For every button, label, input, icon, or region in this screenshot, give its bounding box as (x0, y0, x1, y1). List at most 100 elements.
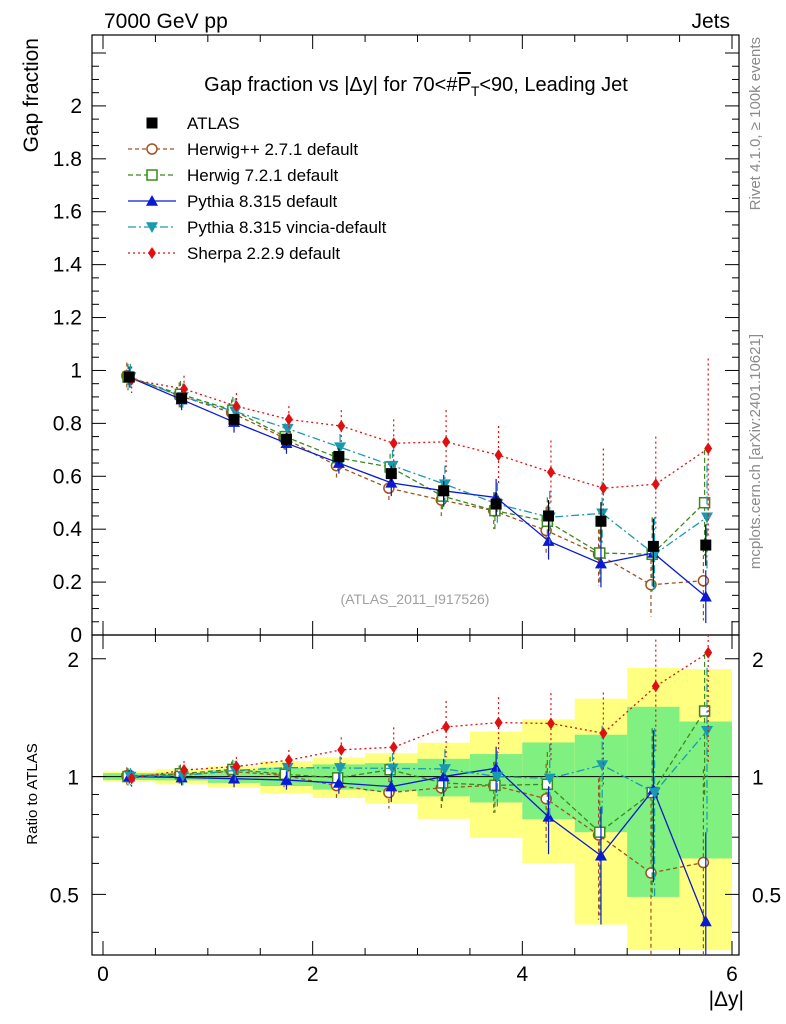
data-point (494, 449, 503, 462)
y-tick-label: 0.2 (53, 571, 82, 594)
legend-label: Herwig++ 2.7.1 default (187, 140, 358, 159)
x-tick-label: 6 (726, 963, 738, 986)
data-point (704, 442, 713, 455)
ratio-data-point (700, 726, 713, 737)
data-point (599, 482, 608, 495)
series-line (131, 379, 709, 489)
data-point (284, 413, 293, 426)
legend: ATLAS Herwig++ 2.7.1 default Herwig 7.2.1 … (128, 114, 387, 263)
ratio-data-point (180, 764, 189, 777)
data-point (651, 478, 660, 491)
legend-marker (146, 143, 158, 155)
ratio-y-tick-label-right: 1 (752, 767, 764, 790)
ratio-data-point (334, 763, 347, 774)
ratio-y-tick-label: 2 (67, 649, 79, 672)
ratio-data-point (494, 716, 503, 729)
legend-label: ATLAS (187, 114, 240, 133)
ratio-data-point (437, 770, 450, 782)
legend-entry: Herwig++ 2.7.1 default (128, 140, 358, 159)
ratio-data-point (651, 680, 660, 693)
chart-title-prefix: Gap fraction vs |Δy| for 70<# (204, 74, 458, 96)
ratio-data-point (281, 762, 294, 774)
legend-entry: Pythia 8.315 default (128, 192, 338, 211)
ratio-data-point (699, 915, 712, 927)
data-point (546, 466, 555, 479)
ratio-data-point (697, 856, 710, 869)
ratio-data-point (489, 779, 501, 792)
legend-entry: Herwig 7.2.1 default (128, 166, 338, 185)
x-tick-label: 2 (307, 963, 319, 986)
ratio-panel-frame (91, 634, 740, 956)
y-tick-label: 0 (70, 624, 82, 647)
data-point-atlas (438, 485, 450, 497)
y-tick-label: 0.8 (53, 412, 82, 435)
data-point (594, 547, 606, 559)
ratio-data-point (698, 705, 711, 717)
data-point-atlas (385, 468, 397, 480)
ratio-data-point (389, 741, 398, 754)
ratio-data-point (438, 764, 451, 775)
legend-entry: Pythia 8.315 vincia-default (128, 218, 387, 237)
legend-marker (146, 117, 158, 129)
ratio-data-point (546, 717, 555, 730)
ratio-data-point (337, 743, 346, 756)
ratio-data-point (385, 780, 398, 792)
side-label-mcplots: mcplots.cern.ch [arXiv:2401.10621] (747, 334, 764, 569)
data-point-atlas (647, 540, 659, 552)
legend-label: Pythia 8.315 default (187, 192, 338, 211)
ratio-series-line (130, 730, 708, 794)
chart-title-psub: T (471, 83, 480, 99)
legend-marker (148, 247, 156, 259)
chart-title-suffix: <90, Leading Jet (479, 74, 628, 96)
series-line (127, 376, 706, 555)
ratio-y-tick-label: 1 (67, 767, 79, 790)
x-tick-label: 0 (97, 963, 109, 986)
series-sherpa-2-2-9-default (127, 358, 713, 788)
header-right: Jets (691, 10, 730, 33)
data-point-atlas (700, 539, 712, 551)
data-point (700, 512, 713, 524)
data-point-atlas (543, 510, 555, 522)
data-point (648, 549, 661, 561)
header-left: 7000 GeV pp (104, 10, 228, 33)
data-point (438, 479, 451, 491)
ratio-data-point (594, 849, 607, 861)
ratio-data-point (704, 646, 713, 659)
ratio-data-point (228, 772, 241, 784)
data-point (386, 460, 399, 472)
data-point-atlas (123, 371, 135, 383)
x-tick-label: 4 (516, 963, 528, 986)
y-tick-label: 1 (70, 359, 82, 382)
data-point (281, 423, 294, 435)
ratio-data-point (176, 770, 189, 782)
ratio-data-point (386, 763, 399, 775)
ratio-data-point (542, 810, 555, 822)
y-tick-label: 1.6 (53, 201, 82, 224)
legend-label: Pythia 8.315 vincia-default (187, 218, 387, 237)
ratio-y-tick-label: 0.5 (50, 884, 79, 907)
ratio-series-line (131, 652, 709, 779)
ratio-data-point (284, 754, 293, 767)
ratio-y-tick-label-right: 2 (752, 649, 764, 672)
series-layer (121, 358, 713, 955)
data-point (697, 575, 710, 587)
data-point-atlas (176, 392, 188, 404)
legend-label: Herwig 7.2.1 default (187, 166, 338, 185)
series-line (130, 376, 708, 556)
y-tick-label: 0.4 (53, 518, 83, 541)
data-point-atlas (280, 433, 292, 445)
legend-marker (146, 169, 158, 181)
data-point-atlas (595, 515, 607, 527)
chart-title-pvar: P (457, 74, 470, 96)
y-tick-label: 1.4 (53, 254, 83, 277)
data-point (337, 420, 346, 433)
ratio-data-point (332, 776, 345, 788)
data-point (334, 442, 347, 454)
ratio-series-line (127, 710, 706, 834)
analysis-watermark: (ATLAS_2011_I917526) (341, 591, 490, 607)
y-tick-label: 1.8 (53, 148, 82, 171)
data-point (389, 437, 398, 450)
ratio-data-point (490, 762, 503, 773)
legend-entry: Sherpa 2.2.9 default (128, 244, 340, 263)
data-point (442, 435, 451, 448)
